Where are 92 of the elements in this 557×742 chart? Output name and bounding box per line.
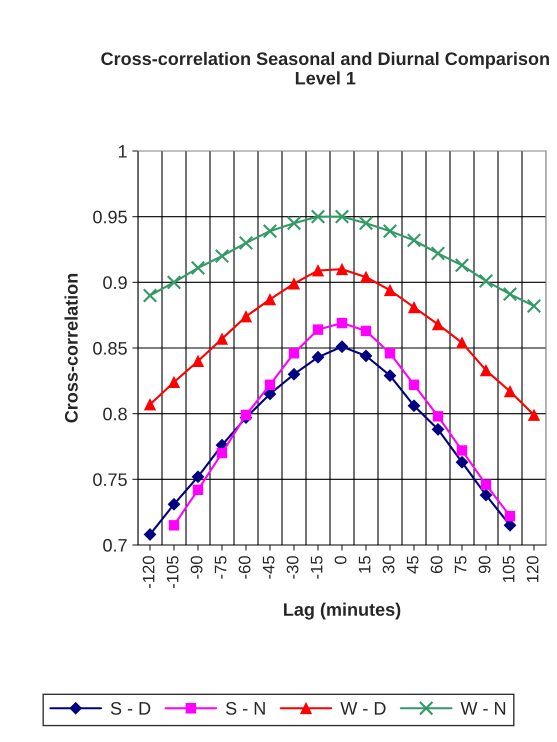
- point: [166, 275, 182, 290]
- x-tick-label: 0: [334, 556, 346, 564]
- x-tick-label: 45: [406, 556, 418, 574]
- point: [288, 368, 300, 381]
- point: [192, 484, 204, 496]
- x-axis-title: Lag (minutes): [284, 602, 400, 620]
- point: [336, 318, 348, 328]
- x-tick-label: -75: [214, 556, 226, 579]
- y-tick-label: 0.75: [93, 473, 127, 486]
- y-axis-title: Cross-correlation: [64, 274, 78, 423]
- legend-label: S - N: [226, 702, 265, 715]
- y-tick-label: 0.8: [103, 408, 127, 420]
- y-tick-label: 0.9: [103, 276, 127, 290]
- point: [240, 310, 252, 322]
- point: [240, 410, 252, 420]
- point: [360, 350, 372, 362]
- point: [168, 376, 180, 388]
- point: [214, 248, 230, 264]
- point: [262, 224, 278, 238]
- x-tick-label: 15: [358, 556, 370, 573]
- x-tick-label: -45: [262, 556, 274, 579]
- point: [312, 350, 324, 364]
- point: [504, 510, 516, 522]
- point: [504, 385, 516, 398]
- point: [358, 216, 374, 231]
- point: [312, 264, 324, 276]
- point: [526, 298, 542, 314]
- point: [142, 288, 158, 303]
- y-tick-label: 0.95: [93, 210, 127, 224]
- y-tick-label: 0.85: [93, 342, 127, 355]
- point: [144, 398, 156, 410]
- point: [432, 423, 444, 436]
- legend-label: S - D: [110, 702, 150, 715]
- point: [336, 340, 348, 353]
- point: [312, 324, 324, 335]
- chart-title: Cross-correlation Seasonal and Diurnal Comparison Level 1: [101, 52, 549, 85]
- point: [478, 274, 494, 288]
- point: [456, 336, 468, 349]
- point: [360, 326, 372, 336]
- point: [430, 246, 446, 261]
- point: [286, 216, 302, 231]
- x-tick-label: -105: [166, 556, 178, 588]
- point: [238, 236, 254, 250]
- point: [480, 488, 492, 502]
- x-tick-label: 30: [382, 556, 394, 574]
- point: [288, 348, 300, 358]
- point: [480, 479, 492, 490]
- point: [384, 284, 396, 296]
- x-tick-label: -60: [238, 556, 250, 579]
- point: [168, 520, 180, 531]
- point: [528, 409, 540, 421]
- point: [168, 498, 180, 511]
- x-tick-label: -120: [142, 556, 154, 588]
- x-tick-label: 105: [502, 556, 514, 582]
- point: [502, 286, 518, 302]
- x-tick-label: -90: [190, 556, 202, 579]
- point: [192, 355, 204, 368]
- point: [216, 332, 228, 345]
- point: [144, 528, 156, 541]
- point: [192, 470, 204, 483]
- y-tick-label: 1: [118, 145, 127, 158]
- point: [334, 209, 350, 224]
- point: [310, 209, 326, 224]
- point: [432, 318, 444, 330]
- point: [408, 301, 420, 314]
- point: [382, 224, 398, 238]
- point: [264, 380, 276, 390]
- y-tick-label: 0.7: [103, 538, 127, 552]
- point: [480, 364, 492, 376]
- point: [432, 411, 444, 422]
- point: [406, 233, 422, 248]
- point: [454, 258, 470, 273]
- point: [408, 380, 420, 390]
- x-tick-label: 75: [454, 556, 466, 574]
- point: [384, 369, 396, 382]
- point: [190, 260, 206, 276]
- point: [456, 445, 468, 456]
- x-tick-label: -15: [310, 556, 322, 579]
- x-tick-label: 120: [526, 556, 538, 582]
- point: [216, 448, 228, 458]
- x-tick-label: 60: [430, 556, 442, 574]
- point: [384, 348, 396, 358]
- legend-label: W - N: [460, 702, 506, 715]
- point: [360, 271, 372, 283]
- point: [264, 294, 276, 306]
- x-tick-label: 90: [478, 556, 490, 574]
- point: [408, 400, 420, 412]
- point: [456, 456, 468, 468]
- x-tick-label: -30: [286, 556, 298, 579]
- point: [336, 263, 348, 276]
- point: [288, 278, 300, 290]
- legend-label: W - D: [340, 702, 386, 715]
